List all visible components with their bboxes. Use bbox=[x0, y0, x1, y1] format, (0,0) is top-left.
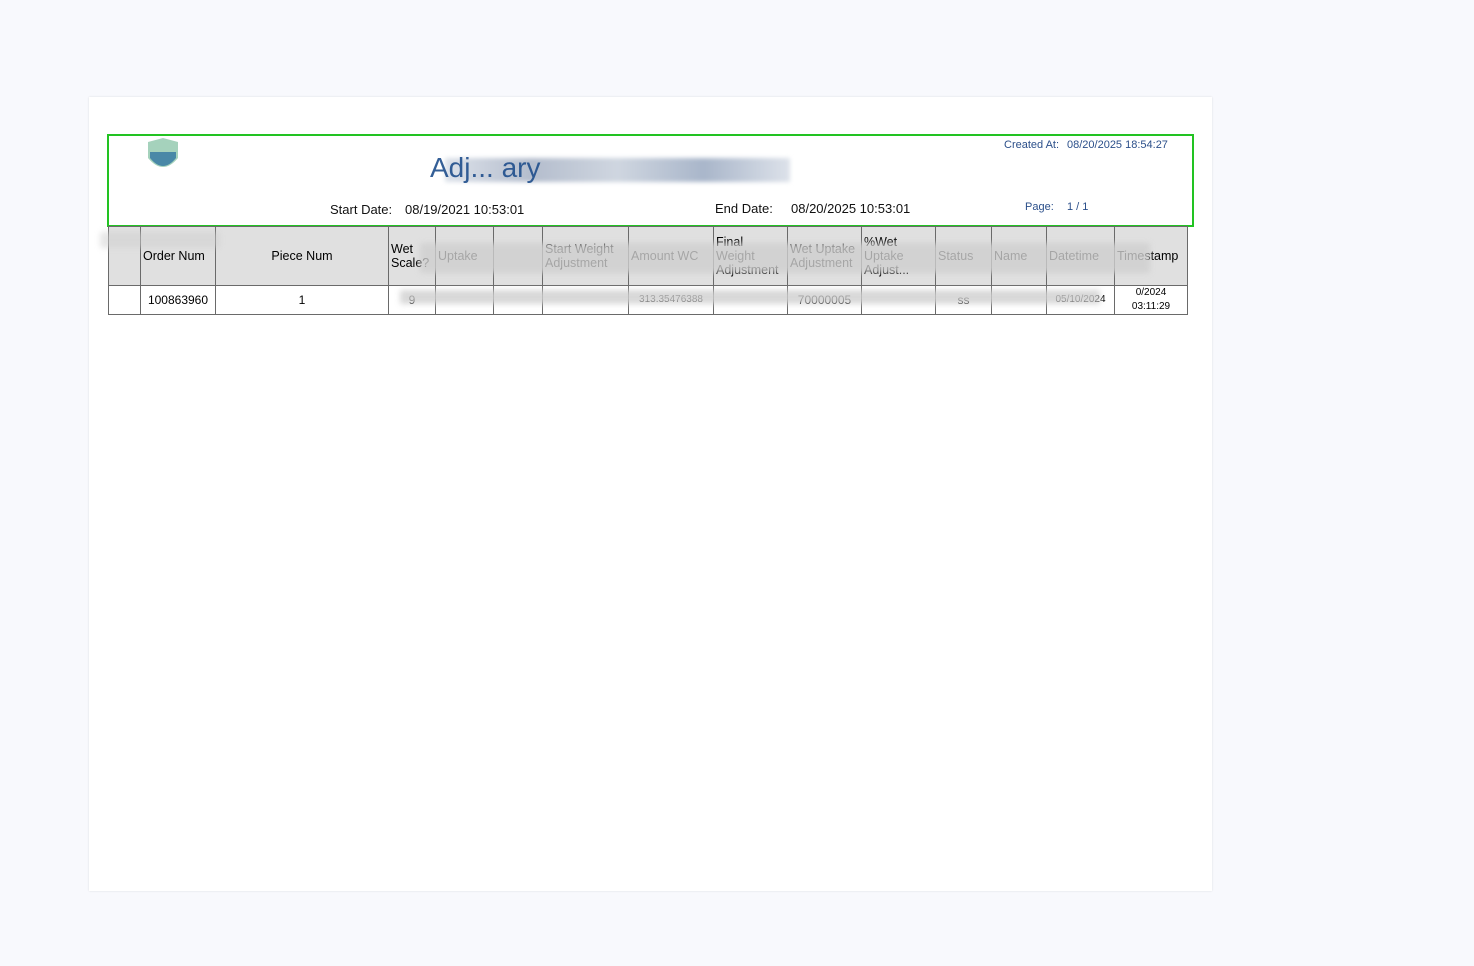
redaction bbox=[420, 243, 1150, 273]
start-date-label: Start Date: bbox=[330, 202, 393, 217]
end-date-value: 08/20/2025 10:53:01 bbox=[791, 201, 911, 216]
created-label: Created At: bbox=[1004, 139, 1060, 151]
company-logo-icon bbox=[148, 138, 178, 167]
title-blur bbox=[445, 158, 790, 182]
start-date-value: 08/19/2021 10:53:01 bbox=[405, 202, 525, 217]
redaction bbox=[400, 290, 1100, 304]
end-date-label: End Date: bbox=[715, 201, 773, 216]
cell: 0/2024 03:11:29 bbox=[1114, 285, 1188, 315]
created-value: 08/20/2025 18:54:27 bbox=[1067, 139, 1168, 151]
redaction bbox=[100, 232, 220, 248]
cell bbox=[108, 285, 141, 315]
cell-order-num: 100863960 bbox=[140, 285, 216, 315]
page-label: Page: bbox=[1025, 201, 1054, 213]
col-header-piece-num: Piece Num bbox=[215, 226, 389, 286]
report-title: Adj... ary bbox=[430, 152, 541, 183]
page-value: 1 / 1 bbox=[1067, 201, 1089, 213]
cell-piece-num: 1 bbox=[215, 285, 389, 315]
